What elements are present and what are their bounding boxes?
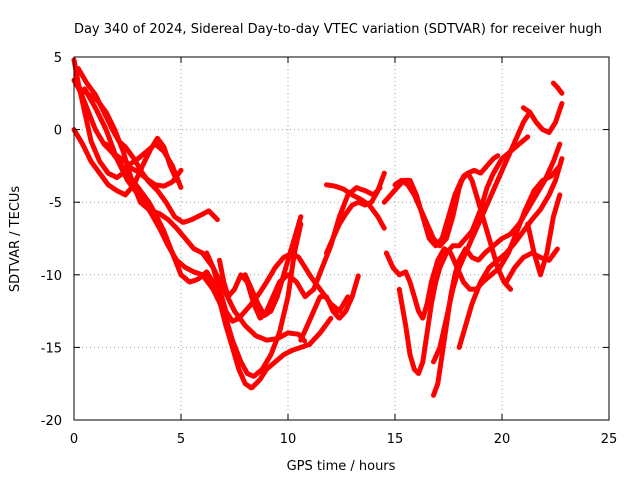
series-track-9: [217, 185, 383, 321]
series-track-5: [77, 86, 308, 345]
series-track-23: [525, 192, 563, 278]
series-track-20: [456, 156, 565, 350]
series-track-3: [71, 127, 180, 198]
series-track-24: [550, 80, 565, 96]
y-tick-label: -15: [41, 341, 62, 356]
series-track-7: [103, 141, 334, 391]
y-tick-label: -10: [41, 269, 62, 284]
series-track-22: [520, 101, 565, 135]
x-tick-label: 20: [494, 432, 511, 447]
y-tick-label: 5: [54, 51, 62, 66]
plot-frame: [73, 56, 610, 421]
x-tick-label: 5: [177, 432, 185, 447]
series-track-15: [396, 134, 531, 376]
series-track-13: [324, 182, 387, 231]
series-group: [71, 57, 565, 398]
chart-title: Day 340 of 2024, Sidereal Day-to-day VTE…: [74, 22, 602, 37]
x-tick-label: 0: [70, 432, 78, 447]
series-track-19: [431, 109, 533, 365]
series-track-10: [242, 214, 304, 318]
gridlines: [74, 57, 609, 420]
x-tick-label: 10: [280, 432, 297, 447]
y-tick-label: 0: [54, 124, 62, 139]
y-axis-label: SDTVAR / TECUs: [8, 186, 23, 293]
y-tick-label: -5: [49, 196, 62, 211]
x-axis-label: GPS time / hours: [287, 459, 396, 474]
y-tick-label: -20: [41, 414, 62, 429]
series-track-12: [324, 170, 387, 256]
series-track-18: [381, 153, 501, 249]
series-track-11: [298, 272, 362, 343]
x-tick-label: 25: [601, 432, 618, 447]
x-tick-label: 15: [387, 432, 404, 447]
series-track-8: [204, 250, 351, 324]
axis-ticks: 0 5 10 15 20 25 -20 -15 -10 -5 0 5: [41, 51, 618, 447]
